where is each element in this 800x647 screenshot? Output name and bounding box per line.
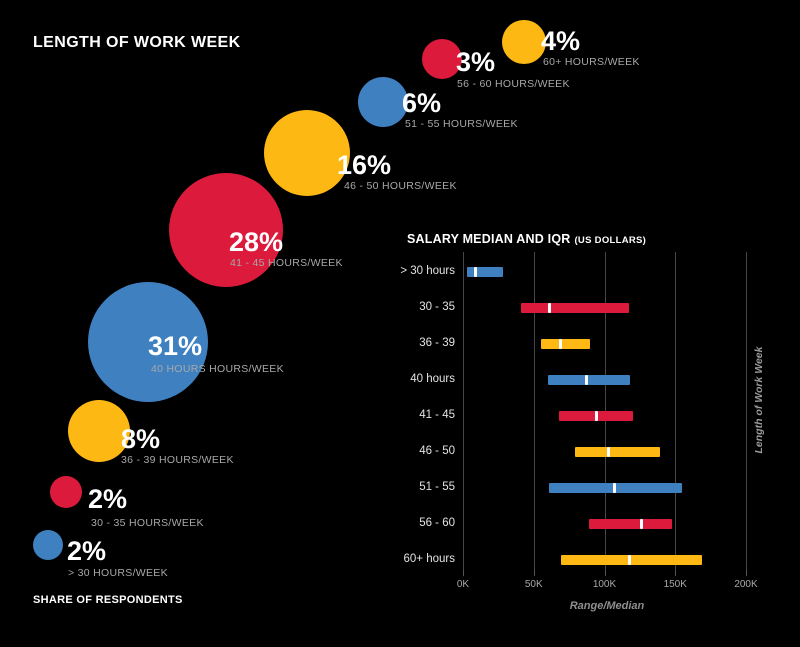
- bubble-51-55: [358, 77, 408, 127]
- bubble-pct-36-39: 8%: [121, 424, 161, 454]
- bubble-label-36-39: 36 - 39 HOURS/WEEK: [121, 454, 234, 466]
- salary-median-56-60: [639, 519, 643, 529]
- xaxis-tick-label-100k: 100K: [592, 579, 617, 590]
- xaxis-tick-label-150k: 150K: [663, 579, 687, 590]
- axis-tick-100k: [604, 570, 606, 576]
- bubble-56-60: [422, 39, 462, 79]
- bubble-pct-40: 31%: [148, 331, 203, 361]
- salary-bar-41-45: [559, 411, 633, 421]
- salary-bar-56-60: [588, 519, 673, 529]
- axis-tick-150k: [675, 570, 677, 576]
- bubble-label-60-plus: 60+ HOURS/WEEK: [543, 56, 640, 68]
- bubble-label-40: 40 HOURS HOURS/WEEK: [151, 363, 284, 375]
- bubble-pct-56-60: 3%: [456, 47, 496, 77]
- bubble-46-50: [264, 110, 350, 196]
- bubble-label-under-30: > 30 HOURS/WEEK: [68, 567, 168, 579]
- bubble-60-plus: [502, 20, 546, 64]
- bubble-label-51-55: 51 - 55 HOURS/WEEK: [405, 118, 518, 130]
- bubble-label-56-60: 56 - 60 HOURS/WEEK: [457, 78, 570, 90]
- salary-bar-46-50: [574, 447, 660, 457]
- xaxis-tick-label-0k: 0K: [456, 579, 470, 590]
- bubble-pct-60-plus: 4%: [541, 26, 581, 56]
- xaxis-tick-label-50k: 50K: [524, 579, 543, 590]
- bubble-chart-title: LENGTH OF WORK WEEK: [33, 34, 241, 51]
- salary-row-label-30-35: 30 - 35: [419, 301, 455, 313]
- salary-median-40: [584, 375, 588, 385]
- salary-median-41-45: [594, 411, 598, 421]
- salary-median-30-35: [547, 303, 551, 313]
- bubble-36-39: [68, 400, 130, 462]
- bubble-pct-under-30: 2%: [67, 536, 107, 566]
- salary-median-51-55: [612, 483, 616, 493]
- salary-bar-60-plus: [560, 555, 703, 565]
- axis-tick-0k: [463, 570, 464, 576]
- bubble-chart-axis-note: SHARE OF RESPONDENTS: [33, 594, 183, 606]
- gridline-50k: [533, 252, 535, 570]
- gridline-200k: [746, 252, 747, 570]
- salary-median-under-30: [474, 267, 478, 277]
- axis-tick-50k: [533, 570, 535, 576]
- salary-chart-title: SALARY MEDIAN AND IQR (US DOLLARS): [407, 232, 646, 247]
- salary-bar-under-30: [467, 267, 503, 277]
- bubble-pct-30-35: 2%: [88, 484, 128, 514]
- salary-chart-title-text: SALARY MEDIAN AND IQR: [407, 232, 571, 246]
- bubble-30-35: [50, 476, 82, 508]
- bubble-pct-51-55: 6%: [402, 88, 442, 118]
- bubble-pct-41-45: 28%: [229, 227, 284, 257]
- xaxis-tick-label-200k: 200K: [734, 579, 758, 590]
- salary-row-label-60-plus: 60+ hours: [403, 553, 455, 565]
- bubble-40: [88, 282, 208, 402]
- bubble-pct-46-50: 16%: [337, 150, 392, 180]
- salary-bar-30-35: [521, 303, 629, 313]
- bubble-label-46-50: 46 - 50 HOURS/WEEK: [344, 180, 457, 192]
- salary-median-36-39: [559, 339, 563, 349]
- salary-median-46-50: [607, 447, 611, 457]
- bubble-41-45: [169, 173, 283, 287]
- salary-row-label-40: 40 hours: [410, 373, 455, 385]
- bubble-under-30: [33, 530, 63, 560]
- salary-chart-title-unit: (US DOLLARS): [574, 235, 647, 246]
- salary-row-label-under-30: > 30 hours: [400, 265, 455, 277]
- axis-tick-200k: [746, 570, 747, 576]
- salary-row-label-36-39: 36 - 39: [419, 337, 455, 349]
- salary-yaxis-label: Length of Work Week: [753, 346, 765, 454]
- salary-bar-36-39: [540, 339, 591, 349]
- salary-row-label-56-60: 56 - 60: [419, 517, 455, 529]
- salary-xaxis-label: Range/Median: [569, 600, 645, 612]
- gridline-0k: [463, 252, 464, 570]
- bubble-label-30-35: 30 - 35 HOURS/WEEK: [91, 517, 204, 529]
- salary-row-label-46-50: 46 - 50: [419, 445, 455, 457]
- salary-row-label-51-55: 51 - 55: [419, 481, 455, 493]
- bubble-label-41-45: 41 - 45 HOURS/WEEK: [230, 257, 343, 269]
- salary-row-label-41-45: 41 - 45: [419, 409, 455, 421]
- salary-bar-40: [547, 375, 630, 385]
- gridline-150k: [675, 252, 677, 570]
- salary-bar-51-55: [549, 483, 683, 493]
- salary-median-60-plus: [628, 555, 632, 565]
